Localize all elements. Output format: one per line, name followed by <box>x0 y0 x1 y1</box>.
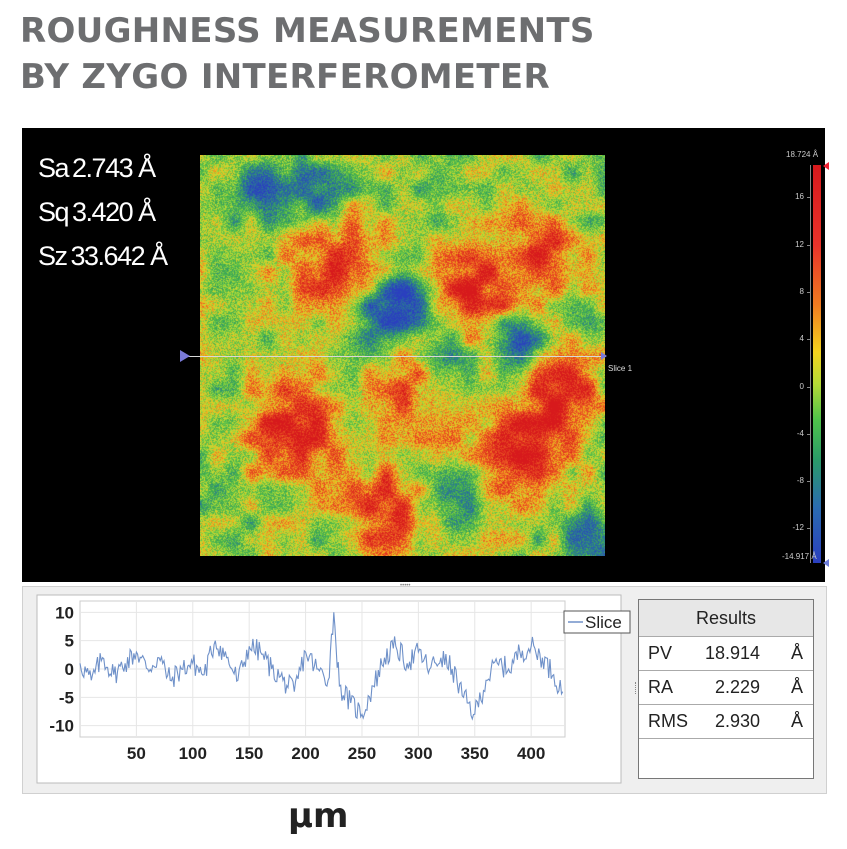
x-tick-label: 300 <box>404 744 432 763</box>
colorbar-tick-mark <box>807 197 811 199</box>
x-tick-label: 350 <box>461 744 489 763</box>
result-value: 2.229 <box>714 677 760 697</box>
result-unit: Å <box>791 711 804 731</box>
stat-value: 2.743 Å <box>72 153 156 183</box>
colorbar-tick-label: 16 <box>795 192 804 202</box>
slice-line[interactable] <box>186 356 606 357</box>
stat-value: 3.420 Å <box>72 197 156 227</box>
surface-heatmap <box>200 155 605 556</box>
x-tick-label: 150 <box>235 744 263 763</box>
y-tick-label: 0 <box>65 660 74 679</box>
result-key: RA <box>648 677 674 697</box>
slice-start-handle[interactable] <box>180 350 190 362</box>
colorbar-tick-mark <box>807 433 811 435</box>
result-value: 2.930 <box>714 711 760 731</box>
stat-label: Sa <box>38 153 70 183</box>
result-unit: Å <box>791 643 804 663</box>
colorbar-axis <box>810 165 811 563</box>
surface-map-panel: Sa 2.743 Å Sq 3.420 Å Sz 33.642 Å Slice 1 1… <box>22 128 829 582</box>
stat-sq: Sq 3.420 Å <box>38 190 171 234</box>
colorbar-tick-mark <box>807 481 811 483</box>
y-tick-label: -5 <box>59 688 74 707</box>
colorbar-min-label: -14.917 Å <box>782 552 817 561</box>
y-tick-label: -10 <box>49 717 74 736</box>
colorbar-tick-mark <box>807 244 811 246</box>
result-key: PV <box>648 643 673 663</box>
x-tick-label: 200 <box>291 744 319 763</box>
stat-sz: Sz 33.642 Å <box>38 234 171 278</box>
panel-resize-handle[interactable] <box>635 682 638 694</box>
title-line-1: ROUGHNESS MEASUREMENTS <box>20 11 595 51</box>
result-unit: Å <box>791 677 804 697</box>
profile-panel: 10 5 0 -5 -10 50 100 150 200 250 300 350 400 Slice Re… <box>22 586 827 794</box>
slice-end-handle[interactable] <box>601 352 607 360</box>
colorbar-tick-mark <box>807 528 811 530</box>
stat-label: Sq <box>38 197 70 227</box>
colorbar-tick-label: -12 <box>792 523 804 533</box>
colorbar-tick-label: 0 <box>799 381 804 391</box>
colorbar-tick-mark <box>807 339 811 341</box>
results-row-rms: RMS 2.930 Å <box>639 705 813 739</box>
colorbar-tick-mark <box>807 386 811 388</box>
x-tick-label: 400 <box>517 744 545 763</box>
results-row-pv: PV 18.914 Å <box>639 637 813 671</box>
colorbar-tick-label: 12 <box>795 239 804 249</box>
results-row-ra: RA 2.229 Å <box>639 671 813 705</box>
x-tick-label: 250 <box>348 744 376 763</box>
colorbar-tick-label: -8 <box>796 476 804 486</box>
colorbar-tick-mark <box>807 291 811 293</box>
results-table: Results PV 18.914 Å RA 2.229 Å RMS 2.930… <box>638 599 814 779</box>
legend-label: Slice <box>585 613 622 632</box>
series-line-slice <box>79 612 564 721</box>
slice-label: Slice 1 <box>608 364 633 373</box>
results-header: Results <box>639 600 813 637</box>
y-tick-label: 5 <box>65 632 74 651</box>
page-title: ROUGHNESS MEASUREMENTS BY ZYGO INTERFERO… <box>20 8 840 100</box>
stat-value: 33.642 Å <box>70 241 169 271</box>
colorbar-max-label: 18.724 Å <box>786 150 819 159</box>
colorbar-tick-label: 4 <box>799 334 804 344</box>
legend-box <box>563 610 631 634</box>
title-line-2: BY ZYGO INTERFEROMETER <box>20 57 550 97</box>
result-value: 18.914 <box>704 643 760 663</box>
x-tick-label: 100 <box>179 744 207 763</box>
colorbar <box>813 165 821 563</box>
y-tick-label: 10 <box>55 603 74 622</box>
x-tick-label: 50 <box>127 744 146 763</box>
x-axis-unit-label: μm <box>288 796 349 836</box>
colorbar-tick-label: -4 <box>796 428 804 438</box>
colorbar-tick-label: 8 <box>799 286 804 296</box>
colorbar-max-handle[interactable] <box>823 162 829 170</box>
stat-label: Sz <box>38 241 68 271</box>
colorbar-min-handle[interactable] <box>823 559 829 567</box>
stat-sa: Sa 2.743 Å <box>38 146 171 190</box>
roughness-stats: Sa 2.743 Å Sq 3.420 Å Sz 33.642 Å <box>38 146 171 278</box>
result-key: RMS <box>648 711 688 731</box>
